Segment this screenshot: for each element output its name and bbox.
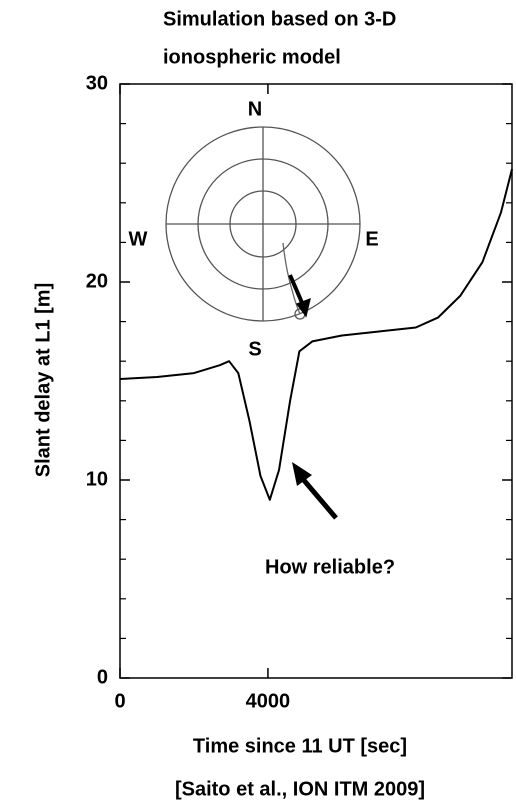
annotation-arrow — [300, 476, 338, 520]
chart-title: ionospheric model — [163, 46, 341, 68]
y-tick-label: 20 — [86, 270, 108, 292]
inset-label: E — [365, 228, 378, 250]
annotation-arrowhead — [292, 462, 312, 486]
x-tick-label: 0 — [114, 690, 125, 712]
polar-inset — [165, 126, 361, 322]
track-arrowhead — [295, 297, 311, 318]
x-tick-label: 4000 — [246, 690, 291, 712]
inset-label: N — [248, 98, 262, 120]
y-tick-label: 30 — [86, 72, 108, 94]
annotation: How reliable? — [265, 556, 395, 578]
y-axis-label: Slant delay at L1 [m] — [32, 283, 54, 478]
inset-label: S — [248, 338, 261, 360]
y-tick-label: 0 — [97, 666, 108, 688]
plot-frame — [119, 83, 513, 679]
citation: [Saito et al., ION ITM 2009] — [175, 778, 425, 800]
inset-label: W — [129, 228, 148, 250]
satellite-track — [282, 242, 301, 315]
chart-title: Simulation based on 3-D — [163, 8, 396, 30]
data-line — [119, 168, 513, 501]
x-axis-label: Time since 11 UT [sec] — [193, 735, 407, 757]
track-arrow — [288, 274, 305, 306]
y-tick-label: 10 — [86, 468, 108, 490]
